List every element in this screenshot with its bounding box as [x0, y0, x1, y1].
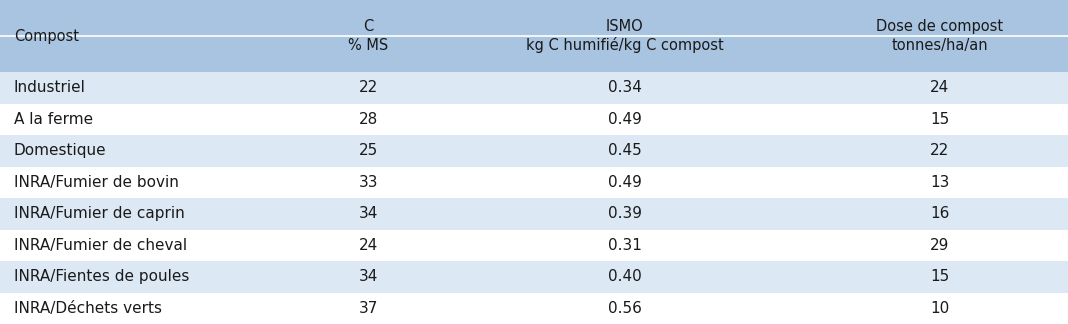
Text: 22: 22 — [359, 80, 378, 95]
Text: 37: 37 — [359, 301, 378, 316]
Text: 24: 24 — [359, 238, 378, 253]
FancyBboxPatch shape — [299, 293, 438, 324]
Text: 0.40: 0.40 — [608, 269, 642, 284]
FancyBboxPatch shape — [812, 261, 1068, 293]
FancyBboxPatch shape — [299, 0, 438, 72]
FancyBboxPatch shape — [812, 103, 1068, 135]
Text: ISMO
kg C humifié/kg C compost: ISMO kg C humifié/kg C compost — [525, 18, 724, 53]
FancyBboxPatch shape — [812, 72, 1068, 103]
FancyBboxPatch shape — [0, 293, 299, 324]
FancyBboxPatch shape — [0, 135, 299, 167]
Text: INRA/Déchets verts: INRA/Déchets verts — [14, 301, 162, 316]
Text: 28: 28 — [359, 112, 378, 127]
FancyBboxPatch shape — [0, 261, 299, 293]
FancyBboxPatch shape — [0, 229, 299, 261]
FancyBboxPatch shape — [299, 167, 438, 198]
FancyBboxPatch shape — [299, 72, 438, 103]
FancyBboxPatch shape — [0, 103, 299, 135]
Text: INRA/Fumier de bovin: INRA/Fumier de bovin — [14, 175, 178, 190]
Text: 33: 33 — [359, 175, 378, 190]
FancyBboxPatch shape — [812, 293, 1068, 324]
Text: 0.49: 0.49 — [608, 175, 642, 190]
Text: 0.45: 0.45 — [608, 143, 642, 158]
FancyBboxPatch shape — [438, 229, 812, 261]
FancyBboxPatch shape — [438, 167, 812, 198]
Text: 10: 10 — [930, 301, 949, 316]
Text: INRA/Fientes de poules: INRA/Fientes de poules — [14, 269, 189, 284]
FancyBboxPatch shape — [812, 167, 1068, 198]
FancyBboxPatch shape — [438, 135, 812, 167]
FancyBboxPatch shape — [438, 198, 812, 229]
Text: 0.31: 0.31 — [608, 238, 642, 253]
FancyBboxPatch shape — [812, 229, 1068, 261]
Text: A la ferme: A la ferme — [14, 112, 93, 127]
Text: 15: 15 — [930, 112, 949, 127]
Text: Dose de compost
tonnes/ha/an: Dose de compost tonnes/ha/an — [876, 19, 1004, 53]
FancyBboxPatch shape — [812, 198, 1068, 229]
FancyBboxPatch shape — [0, 198, 299, 229]
Text: 0.34: 0.34 — [608, 80, 642, 95]
Text: Industriel: Industriel — [14, 80, 85, 95]
Text: 0.56: 0.56 — [608, 301, 642, 316]
FancyBboxPatch shape — [0, 167, 299, 198]
FancyBboxPatch shape — [438, 293, 812, 324]
FancyBboxPatch shape — [438, 72, 812, 103]
Text: 34: 34 — [359, 269, 378, 284]
Text: INRA/Fumier de cheval: INRA/Fumier de cheval — [14, 238, 187, 253]
FancyBboxPatch shape — [438, 261, 812, 293]
Text: Domestique: Domestique — [14, 143, 107, 158]
Text: INRA/Fumier de caprin: INRA/Fumier de caprin — [14, 206, 185, 221]
FancyBboxPatch shape — [0, 72, 299, 103]
Text: Compost: Compost — [14, 29, 79, 43]
Text: 15: 15 — [930, 269, 949, 284]
Text: 29: 29 — [930, 238, 949, 253]
FancyBboxPatch shape — [812, 135, 1068, 167]
Text: 34: 34 — [359, 206, 378, 221]
FancyBboxPatch shape — [299, 135, 438, 167]
FancyBboxPatch shape — [438, 0, 812, 72]
FancyBboxPatch shape — [0, 0, 299, 72]
FancyBboxPatch shape — [299, 229, 438, 261]
FancyBboxPatch shape — [438, 103, 812, 135]
FancyBboxPatch shape — [812, 0, 1068, 72]
Text: 25: 25 — [359, 143, 378, 158]
Text: 22: 22 — [930, 143, 949, 158]
Text: 13: 13 — [930, 175, 949, 190]
Text: 24: 24 — [930, 80, 949, 95]
Text: C
% MS: C % MS — [348, 19, 389, 53]
Text: 0.39: 0.39 — [608, 206, 642, 221]
FancyBboxPatch shape — [299, 103, 438, 135]
FancyBboxPatch shape — [299, 198, 438, 229]
Text: 16: 16 — [930, 206, 949, 221]
FancyBboxPatch shape — [299, 261, 438, 293]
Text: 0.49: 0.49 — [608, 112, 642, 127]
